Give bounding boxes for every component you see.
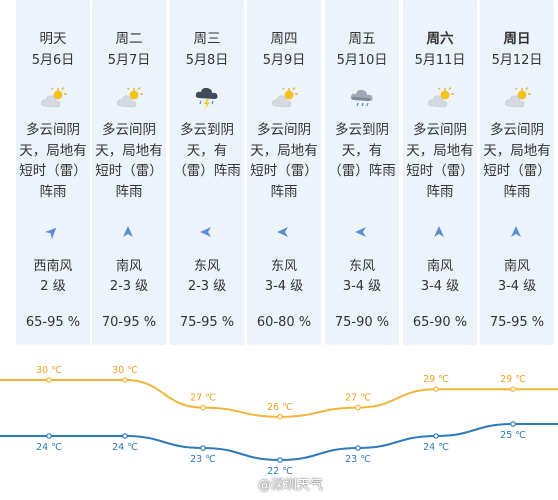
low-temp-point [46,433,52,439]
forecast-day-6: 周六 5月11日多云间阴 天，局地有 短时（雷） 阵雨南风 3-4 级 65-90 % [403,0,477,345]
partly-cloudy-icon [505,86,531,110]
wind-arrow-northeast-icon [44,224,59,240]
date-label: 5月8日 [185,53,229,68]
partly-cloudy-icon [272,86,298,110]
day-label: 周三 [193,31,221,47]
date-label: 5月11日 [414,53,466,68]
wind-direction: 南风 [503,259,530,274]
watermark-text: @深圳天气 [258,478,324,493]
day-label: 周六 [426,31,454,47]
low-temp-point [510,421,516,427]
day-label: 周日 [503,31,531,47]
wind-arrow-west-icon [199,224,213,238]
low-temp-point [122,433,128,439]
low-temp-point [433,433,439,439]
high-temp-label: 26 ℃ [267,402,293,413]
high-temp-label: 30 ℃ [36,365,62,376]
partly-cloudy-icon [41,86,67,110]
wind-arrow-west-icon [276,224,290,238]
wind-direction: 南风 [115,259,142,274]
weibo-logo-icon [236,476,254,492]
wind-level: 3-4 级 [264,279,304,294]
weather-description: 多云到阴 天，有 （雷）阵雨 [328,122,396,179]
weather-description: 多云间阴 天，局地有 短时（雷） 阵雨 [250,122,318,200]
day-label: 周四 [270,31,298,47]
high-temp-point [510,386,516,393]
day-label: 周五 [348,31,376,47]
weather-description: 多云间阴 天，局地有 短时（雷） 阵雨 [19,122,87,200]
high-temp-point [200,404,206,411]
forecast-day-7: 周日 5月12日多云间阴 天，局地有 短时（雷） 阵雨南风 3-4 级 75-95 % [480,0,554,345]
wind-arrow-north-icon [121,224,135,238]
high-temp-label: 27 ℃ [345,393,371,404]
date-label: 5月12日 [491,53,543,68]
high-temp-point [355,404,361,411]
low-temp-line [0,423,558,462]
forecast-day-2: 周二 5月7日多云间阴 天，局地有 短时（雷） 阵雨南风 2-3 级 70-95 % [92,0,166,345]
wind-level: 3-4 级 [497,279,537,294]
watermark: @深圳天气 [236,474,323,493]
wind-level: 3-4 级 [420,279,460,294]
date-label: 5月6日 [31,53,75,68]
high-temp-point [122,377,128,383]
humidity-range: 70-95 % [101,315,157,330]
humidity-range: 75-95 % [179,315,235,330]
low-temp-point [200,445,206,451]
humidity-range: 65-90 % [412,315,468,330]
low-temp-label: 23 ℃ [190,454,216,465]
high-temp-label: 29 ℃ [500,374,526,385]
thunderstorm-icon [195,86,221,110]
weather-description: 多云间阴 天，局地有 短时（雷） 阵雨 [483,122,551,200]
high-temp-label: 27 ℃ [190,393,216,404]
humidity-range: 75-90 % [334,315,390,330]
forecast-day-4: 周四 5月9日多云间阴 天，局地有 短时（雷） 阵雨东风 3-4 级 60-80 % [247,0,321,345]
forecast-day-3: 周三 5月8日多云到阴 天，有 （雷）阵雨东风 2-3 级 75-95 % [170,0,244,345]
wind-level: 2-3 级 [187,279,227,294]
wind-direction: 东风 [193,259,220,274]
forecast-day-5: 周五 5月10日多云到阴 天，有 （雷）阵雨东风 3-4 级 75-90 % [325,0,399,345]
wind-level: 3-4 级 [342,279,382,294]
wind-direction: 东风 [348,259,375,274]
wind-direction: 南风 [426,259,453,274]
wind-arrow-north-icon [509,224,523,238]
humidity-range: 65-95 % [25,315,81,330]
low-temp-label: 25 ℃ [500,430,526,441]
high-temp-point [433,386,439,393]
low-temp-label: 24 ℃ [423,442,449,453]
weather-description: 多云到阴 天，有 （雷）阵雨 [173,122,241,179]
day-label: 明天 [39,31,67,47]
low-temp-label: 24 ℃ [36,442,62,453]
low-temp-label: 22 ℃ [267,466,293,477]
weather-description: 多云间阴 天，局地有 短时（雷） 阵雨 [406,122,474,200]
cloudy-rain-icon [350,86,376,110]
humidity-range: 60-80 % [256,315,312,330]
date-label: 5月7日 [107,53,151,68]
high-temp-point [277,414,283,420]
humidity-range: 75-95 % [489,315,545,330]
wind-arrow-west-icon [354,224,368,238]
temperature-chart: 30 ℃ 24 ℃ 30 ℃ 24 ℃ 27 ℃ 23 ℃ 26 ℃ 22 ℃ 27 ℃ 23 ℃… [0,365,558,477]
low-temp-label: 23 ℃ [345,454,371,465]
partly-cloudy-icon [117,86,143,110]
wind-direction: 东风 [270,259,297,274]
low-temp-point [277,457,283,463]
wind-level: 2-3 级 [109,279,149,294]
day-label: 周二 [115,31,143,47]
weather-description: 多云间阴 天，局地有 短时（雷） 阵雨 [95,122,163,200]
forecast-day-1: 明天 5月6日多云间阴 天，局地有 短时（雷） 阵雨西南风 2 级 65-95 % [16,0,90,345]
date-label: 5月10日 [336,53,388,68]
low-temp-point [355,445,361,451]
high-temp-label: 30 ℃ [112,365,138,376]
low-temp-label: 24 ℃ [112,442,138,453]
wind-direction: 西南风 [33,259,73,274]
partly-cloudy-icon [428,86,454,110]
date-label: 5月9日 [262,53,306,68]
high-temp-label: 29 ℃ [423,374,449,385]
wind-arrow-north-icon [432,224,446,238]
wind-level: 2 级 [40,279,66,294]
high-temp-point [46,377,52,383]
